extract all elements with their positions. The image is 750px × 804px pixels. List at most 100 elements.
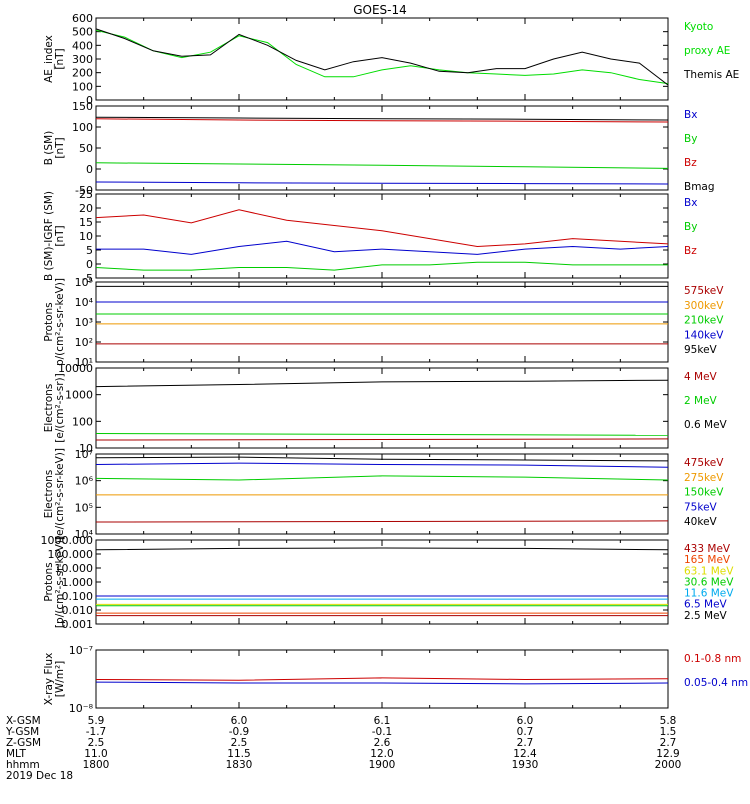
x-axis-value: 12.9 xyxy=(656,748,679,760)
x-axis-value: 1900 xyxy=(369,759,396,771)
legend-entry: 150keV xyxy=(684,487,724,499)
x-axis-value: 1830 xyxy=(226,759,253,771)
y-axis-label: B (SM) xyxy=(43,131,55,165)
y-tick-label: 600 xyxy=(72,12,93,25)
x-axis-row-label: Z-GSM xyxy=(6,737,41,749)
x-axis-value: 6.1 xyxy=(374,715,391,727)
legend-entry: Bz xyxy=(684,245,697,257)
legend-entry: 140keV xyxy=(684,329,724,341)
legend-entry: 2 MeV xyxy=(684,395,718,407)
x-axis-date: 2019 Dec 18 xyxy=(6,770,73,782)
y-tick-label: 25 xyxy=(79,188,93,201)
y-tick-label: 10000 xyxy=(58,362,93,375)
y-tick-label: 100 xyxy=(72,121,93,134)
x-axis-value: 2.6 xyxy=(374,737,391,749)
y-tick-label: 10³ xyxy=(75,316,93,329)
y-tick-label: 0.100 xyxy=(62,590,94,603)
x-axis-value: 5.9 xyxy=(88,715,105,727)
y-tick-label: 10⁻⁷ xyxy=(69,644,93,657)
series-line-475kev xyxy=(95,520,669,523)
y-tick-label: 0.001 xyxy=(62,618,94,631)
y-axis-label: X-ray Flux xyxy=(43,653,55,706)
legend-entry: 2.5 MeV xyxy=(684,610,728,622)
y-axis-label: [W/m²] xyxy=(54,661,66,698)
legend-entry: Bx xyxy=(684,197,697,209)
series-line-75kev xyxy=(95,462,669,468)
legend-entry: 30.6 MeV xyxy=(684,576,734,588)
y-axis-label: B (SM)-IGRF (SM) xyxy=(43,191,55,281)
series-line-kyoto-proxy-ae xyxy=(95,29,669,85)
legend-entry: Themis AE xyxy=(683,69,739,81)
x-axis-value: 1930 xyxy=(512,759,539,771)
y-axis-label: [e/(cm²-s-sr)] xyxy=(54,373,66,442)
series-line-40kev xyxy=(95,456,669,462)
y-tick-label: 0 xyxy=(86,163,93,176)
y-tick-label: 1.000 xyxy=(62,576,94,589)
panel-electrons2: 10⁷ 10⁶ 10⁵ 10⁴ Electrons [e/(cm²-s-sr-keV)] 4… xyxy=(43,448,724,541)
y-tick-label: 100 xyxy=(72,80,93,93)
x-axis-value: 2.5 xyxy=(231,737,248,749)
panel-frame xyxy=(95,281,669,363)
series-line-0-6-mev xyxy=(95,379,669,388)
x-axis-value: 5.8 xyxy=(660,715,677,727)
legend-entry: 95keV xyxy=(684,344,718,356)
x-axis-value: 12.4 xyxy=(513,748,537,760)
series-line-2-mev xyxy=(95,433,669,436)
y-tick-label: 400 xyxy=(72,39,93,52)
y-tick-label: 0.010 xyxy=(62,604,94,617)
legend-entry: 11.6 MeV xyxy=(684,588,734,600)
panel-frame xyxy=(95,539,669,625)
y-tick-label: 10⁷ xyxy=(75,448,93,461)
series-line-4-mev xyxy=(95,438,669,441)
legend-entry: 0.6 MeV xyxy=(684,419,728,431)
x-axis-value: 2000 xyxy=(655,759,682,771)
y-axis-label: [nT] xyxy=(54,48,66,69)
series-line-bx xyxy=(96,240,669,255)
legend-entry: 63.1 MeV xyxy=(684,565,734,577)
y-tick-label: -50 xyxy=(75,184,93,197)
legend-entry: Bmag xyxy=(684,181,715,193)
y-axis-label: Electrons xyxy=(43,384,55,433)
x-axis-table: X-GSMY-GSMZ-GSMMLThhmm5.9-1.72.511.01800… xyxy=(5,715,681,782)
y-tick-label: 15 xyxy=(79,216,93,229)
series-line-bz xyxy=(95,118,669,123)
y-axis-label: AE_index xyxy=(43,35,55,83)
legend-entry: 40keV xyxy=(684,516,718,528)
series-line-by xyxy=(95,162,669,169)
y-axis-label: Protons xyxy=(43,302,55,341)
x-axis-value: 2.5 xyxy=(88,737,105,749)
y-tick-label: 150 xyxy=(72,100,93,113)
y-tick-label: 0 xyxy=(86,258,93,271)
legend-entry: Kyoto xyxy=(684,21,713,33)
y-axis-label: Protons xyxy=(43,562,55,601)
y-tick-label: 500 xyxy=(72,26,93,39)
series-line-bz xyxy=(95,209,669,248)
legend-entry: 433 MeV xyxy=(684,543,731,555)
panel-frame xyxy=(95,367,669,449)
y-tick-label: 10² xyxy=(75,336,93,349)
y-axis-label: [p/(cm²-s-sr-keV)] xyxy=(54,536,66,628)
y-axis-label: Electrons xyxy=(43,470,55,519)
legend-entry: 165 MeV xyxy=(684,554,731,566)
y-tick-label: 10⁴ xyxy=(75,296,94,309)
x-axis-value: -0.9 xyxy=(229,726,250,738)
legend-entry: 475keV xyxy=(684,457,724,469)
x-axis-value: 1.5 xyxy=(660,726,677,738)
y-tick-label: 10⁴ xyxy=(75,528,94,541)
y-tick-label: 50 xyxy=(79,142,93,155)
legend-entry: 275keV xyxy=(684,472,724,484)
y-tick-label: 10 xyxy=(79,442,93,455)
legend-entry: 4 MeV xyxy=(684,371,718,383)
panel-xray: 10⁻⁷ 10⁻⁸ X-ray Flux [W/m²] 0.1-0.8 nm 0.05-0… xyxy=(43,644,748,715)
x-axis-row-label: Y-GSM xyxy=(5,726,39,738)
y-tick-label: 10⁻⁸ xyxy=(69,702,94,715)
x-axis-value: -0.1 xyxy=(372,726,393,738)
y-tick-label: 10 xyxy=(79,230,93,243)
y-tick-label: 10⁶ xyxy=(75,475,94,488)
panel-electrons1: 10000 1000 100 10 Electrons [e/(cm²-s-sr)] 4 M… xyxy=(43,362,728,455)
